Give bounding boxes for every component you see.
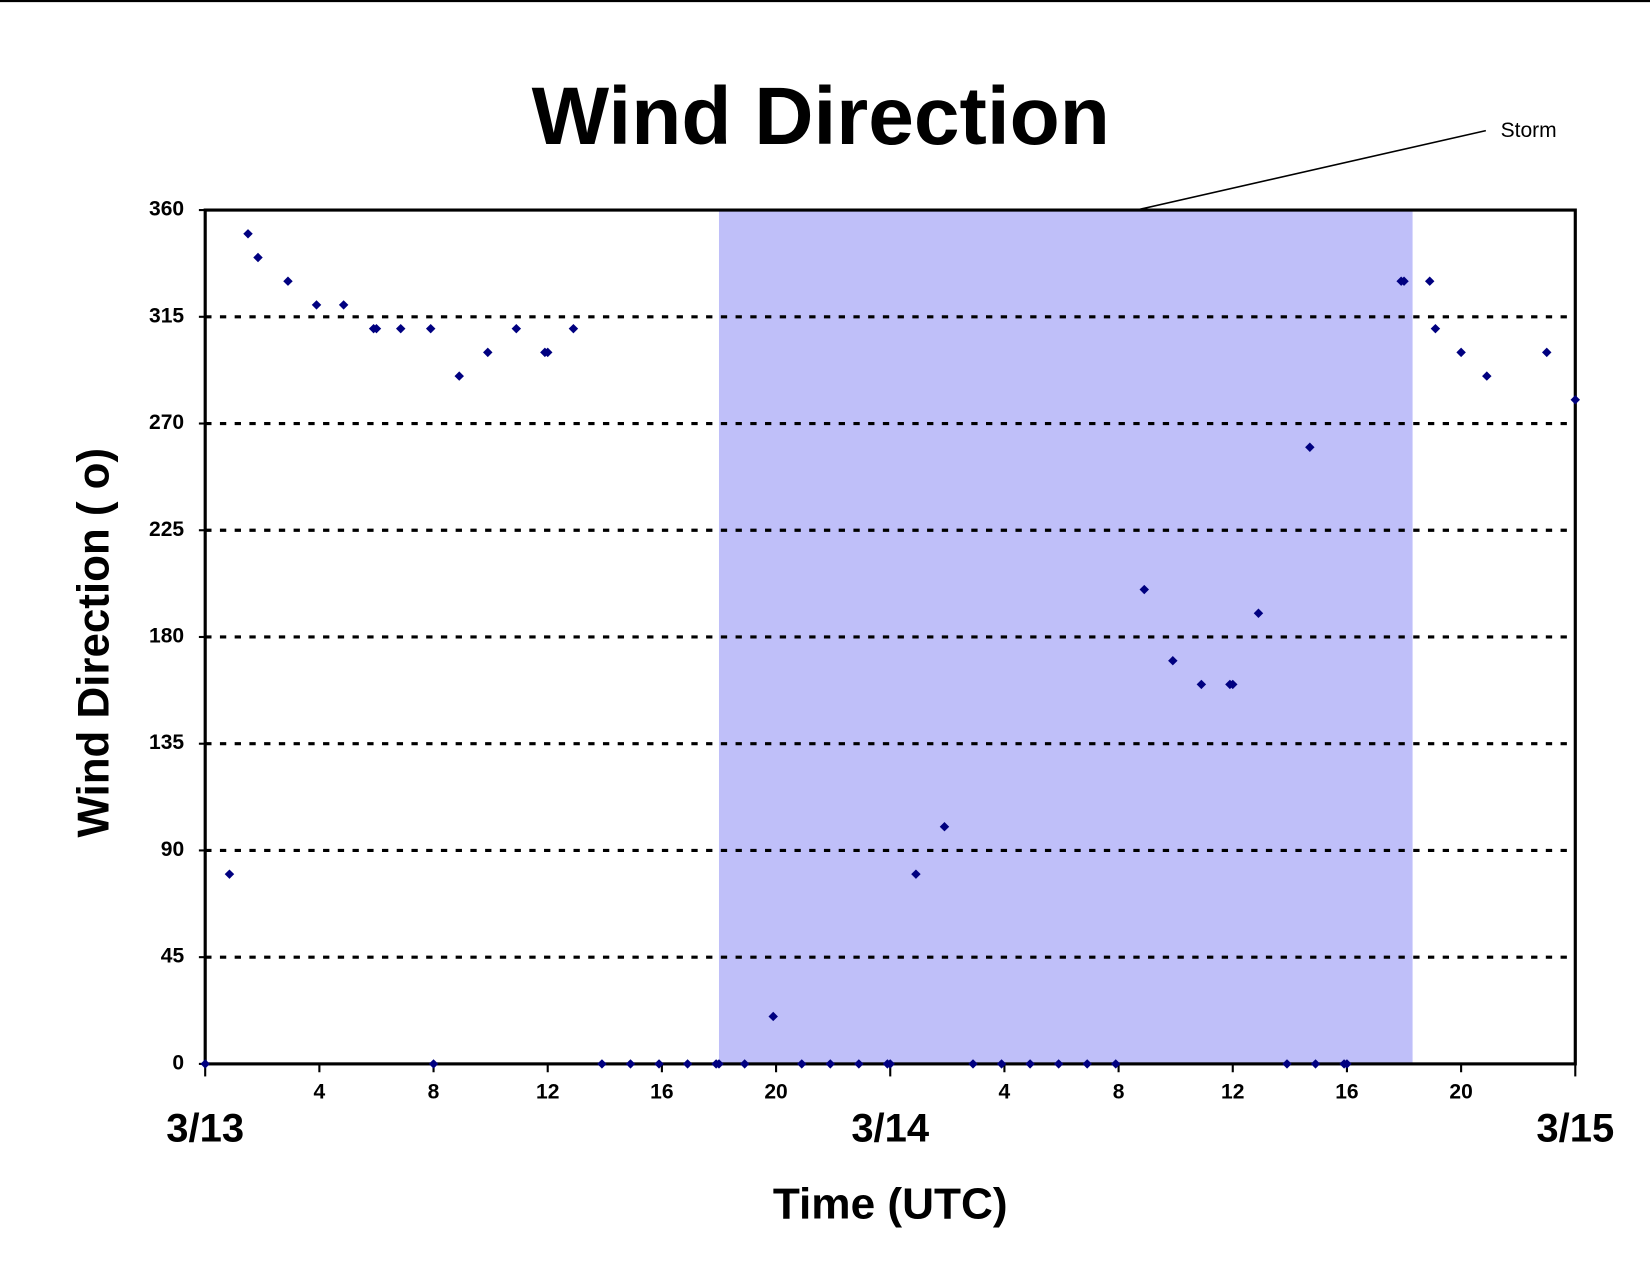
date-tick-label: 3/14	[851, 1106, 929, 1150]
data-point	[243, 229, 253, 239]
data-point	[911, 869, 921, 879]
x-tick-label: 12	[1221, 1081, 1244, 1104]
data-point	[338, 300, 349, 310]
data-point	[1482, 371, 1492, 381]
date-tick-label: 3/13	[166, 1106, 244, 1150]
x-tick-label: 20	[764, 1081, 787, 1104]
data-point	[311, 300, 322, 310]
y-tick-label: 90	[161, 838, 184, 861]
chart-title: Wind Direction	[532, 71, 1110, 162]
y-tick-label: 225	[149, 518, 184, 541]
data-point	[1342, 1059, 1352, 1069]
data-point	[425, 323, 436, 334]
data-point	[1111, 1059, 1121, 1069]
data-point	[597, 1059, 607, 1069]
data-point	[283, 276, 293, 286]
data-point	[1456, 347, 1466, 358]
date-tick-label: 3/15	[1536, 1106, 1614, 1150]
data-point	[542, 347, 553, 358]
data-point	[1168, 655, 1178, 666]
data-point	[1282, 1059, 1292, 1069]
data-point	[625, 1059, 636, 1069]
y-tick-label: 315	[149, 304, 184, 327]
y-tick-label: 0	[172, 1051, 184, 1074]
y-tick-label: 135	[149, 731, 184, 754]
x-axis-label: Time (UTC)	[773, 1180, 1008, 1229]
x-tick-label: 4	[999, 1081, 1011, 1104]
data-point	[1228, 679, 1238, 690]
data-point	[511, 323, 522, 334]
data-point	[568, 323, 579, 334]
data-point	[1139, 584, 1150, 595]
data-point	[968, 1059, 978, 1069]
x-tick-label: 12	[536, 1081, 559, 1104]
y-tick-label: 180	[149, 625, 184, 648]
data-point	[739, 1059, 750, 1069]
data-point	[1082, 1059, 1092, 1069]
data-point	[768, 1011, 778, 1022]
data-point	[1053, 1059, 1064, 1069]
x-tick-label: 8	[428, 1081, 440, 1104]
data-point	[885, 1059, 895, 1069]
data-point	[1253, 608, 1264, 618]
data-point	[371, 323, 382, 334]
y-tick-label: 45	[161, 945, 185, 968]
data-point	[483, 347, 493, 358]
data-point	[253, 252, 263, 263]
data-point	[200, 1059, 210, 1069]
y-axis-label: Wind Direction ( o)	[69, 448, 118, 838]
data-point	[654, 1059, 664, 1069]
x-tick-label: 8	[1113, 1081, 1125, 1104]
data-point	[996, 1059, 1007, 1069]
data-point	[1305, 442, 1315, 452]
storm-leader	[1136, 129, 1487, 211]
x-tick-label: 16	[1335, 1081, 1358, 1104]
y-tick-label: 270	[149, 411, 184, 434]
data-point	[939, 822, 950, 832]
storm-label: Storm	[1501, 119, 1557, 142]
data-point	[682, 1059, 693, 1069]
data-point	[1025, 1059, 1035, 1069]
data-point	[1310, 1059, 1321, 1069]
data-point	[224, 869, 235, 879]
data-point	[1424, 276, 1435, 286]
data-point	[395, 323, 406, 334]
data-point	[1430, 323, 1441, 334]
data-point	[1196, 679, 1207, 690]
data-point	[825, 1059, 836, 1069]
x-tick-label: 4	[314, 1081, 326, 1104]
x-tick-label: 16	[650, 1081, 673, 1104]
data-point	[1542, 347, 1552, 358]
data-point	[428, 1059, 439, 1069]
data-point	[797, 1059, 807, 1069]
data-point	[454, 371, 464, 381]
data-point	[714, 1059, 724, 1069]
data-point	[1399, 276, 1409, 286]
data-point	[1570, 395, 1581, 405]
x-tick-label: 20	[1449, 1081, 1472, 1104]
data-point	[854, 1059, 864, 1069]
y-tick-label: 360	[149, 198, 184, 221]
